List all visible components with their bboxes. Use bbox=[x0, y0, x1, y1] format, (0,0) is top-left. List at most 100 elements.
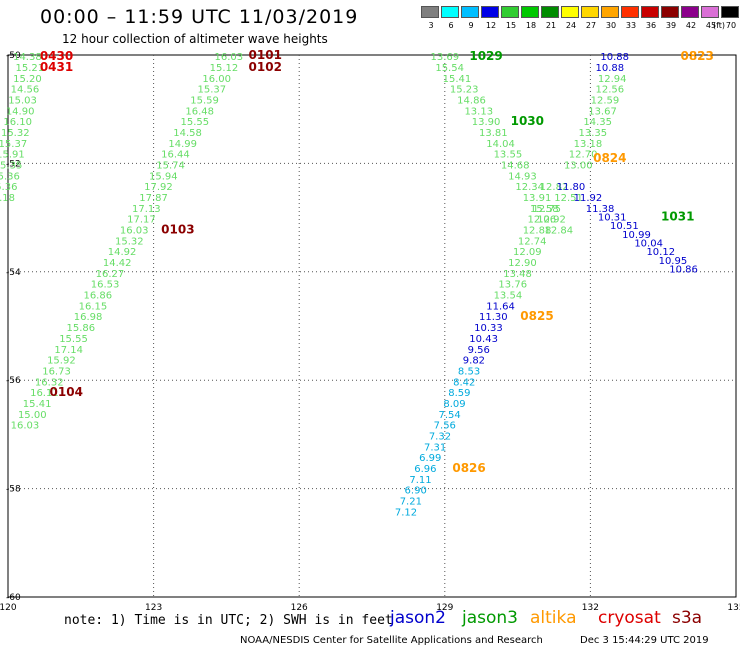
scale-swatch bbox=[661, 6, 679, 18]
wave-height-label: 16.98 bbox=[74, 312, 103, 323]
wave-height-label: 12.94 bbox=[598, 74, 627, 85]
wave-height-label: 16.03 bbox=[120, 226, 149, 237]
wave-height-label: 13.90 bbox=[472, 117, 501, 128]
scale-label: 3 bbox=[428, 21, 434, 30]
scale-label: 33 bbox=[625, 21, 637, 30]
wave-height-label: 12.88 bbox=[523, 226, 552, 237]
wave-height-label: 13.13 bbox=[464, 106, 493, 117]
lat-tick-label: -56 bbox=[6, 376, 21, 386]
wave-height-label: 16.86 bbox=[83, 291, 112, 302]
wave-height-label: 7.54 bbox=[439, 410, 461, 421]
wave-height-label: 16.48 bbox=[185, 106, 214, 117]
wave-height-label: 15.12 bbox=[210, 63, 239, 74]
wave-height-label: 15.21 bbox=[16, 63, 45, 74]
wave-height-label: 17.92 bbox=[144, 182, 173, 193]
map-subtitle: 12 hour collection of altimeter wave hei… bbox=[62, 32, 328, 46]
scale-swatch bbox=[621, 6, 639, 18]
scale-swatch bbox=[521, 6, 539, 18]
wave-height-label: 16.00 bbox=[202, 74, 231, 85]
legend-jason3: jason3 bbox=[462, 608, 518, 628]
scale-entry: 30 bbox=[601, 6, 621, 30]
wave-height-label: 15.41 bbox=[443, 74, 472, 85]
wave-height-label: 15.37 bbox=[198, 85, 227, 96]
map-title: 00:00 – 11:59 UTC 11/03/2019 bbox=[40, 6, 359, 28]
wave-height-label: 15.92 bbox=[47, 356, 76, 367]
scale-entry: 18 bbox=[521, 6, 541, 30]
wave-height-label: 15.86 bbox=[66, 323, 95, 334]
scale-entry: 9 bbox=[461, 6, 481, 30]
wave-height-label: 15.35 bbox=[0, 160, 22, 171]
scale-label: 6 bbox=[448, 21, 454, 30]
wave-height-label: 12.92 bbox=[537, 215, 566, 226]
scale-label: 9 bbox=[468, 21, 474, 30]
scale-entry: 24 bbox=[561, 6, 581, 30]
scale-swatch bbox=[541, 6, 559, 18]
wave-height-label: 7.32 bbox=[429, 431, 451, 442]
wave-height-label: 6.90 bbox=[405, 486, 427, 497]
wave-height-label: 15.20 bbox=[13, 74, 42, 85]
wave-height-label: 12.51 bbox=[554, 193, 583, 204]
wave-height-label: 8.42 bbox=[453, 377, 475, 388]
wave-height-label: 16.44 bbox=[161, 150, 190, 161]
scale-label: 30 bbox=[605, 21, 617, 30]
wave-height-label: 13.91 bbox=[523, 193, 552, 204]
wave-height-label: 10.88 bbox=[595, 63, 624, 74]
wave-height-label: 17.14 bbox=[54, 345, 83, 356]
pass-time-label: 1030 bbox=[511, 114, 544, 128]
wave-height-label: 13.35 bbox=[579, 128, 608, 139]
scale-label: 12 bbox=[485, 21, 497, 30]
wave-height-label: 16.73 bbox=[42, 366, 71, 377]
scale-entry: 12 bbox=[481, 6, 501, 30]
scale-entry: 15 bbox=[501, 6, 521, 30]
wave-height-label: 11.30 bbox=[479, 312, 508, 323]
wave-height-label: 9.56 bbox=[468, 345, 490, 356]
scale-swatch bbox=[721, 6, 739, 18]
wave-height-label: 14.92 bbox=[108, 247, 137, 258]
scale-swatch bbox=[641, 6, 659, 18]
wave-height-label: 15.94 bbox=[149, 171, 178, 182]
scale-entry: 70 bbox=[721, 6, 740, 30]
scale-label: 15 bbox=[505, 21, 517, 30]
wave-height-label: 15.74 bbox=[156, 160, 185, 171]
wave-height-label: 16.11 bbox=[30, 388, 59, 399]
scale-swatch bbox=[421, 6, 439, 18]
scale-label: 21 bbox=[545, 21, 557, 30]
wave-height-color-scale: 3 6 9 12 15 18 21 24 27 30 33 36 39 42 45 70 bbox=[421, 6, 740, 30]
wave-height-label: 14.86 bbox=[457, 95, 486, 106]
wave-height-label: 14.04 bbox=[486, 139, 515, 150]
wave-height-label: 12.75 bbox=[532, 204, 561, 215]
wave-height-label: 10.86 bbox=[669, 265, 698, 276]
wave-height-label: 15.18 bbox=[0, 193, 15, 204]
pass-time-label: 1029 bbox=[469, 49, 502, 63]
wave-height-label: 7.31 bbox=[424, 442, 446, 453]
scale-swatch bbox=[461, 6, 479, 18]
wave-height-label: 7.56 bbox=[434, 421, 456, 432]
scale-entry: 3 bbox=[421, 6, 441, 30]
map-frame bbox=[7, 54, 737, 598]
scale-label: 24 bbox=[565, 21, 577, 30]
wave-height-label: 16.53 bbox=[91, 280, 120, 291]
wave-height-label: 12.70 bbox=[569, 150, 598, 161]
wave-height-label: 10.51 bbox=[610, 221, 639, 232]
wave-height-label: 15.36 bbox=[0, 182, 17, 193]
scale-entry: 21 bbox=[541, 6, 561, 30]
lon-tick-label: 126 bbox=[291, 603, 308, 613]
pass-time-label: 0826 bbox=[452, 461, 485, 475]
wave-height-label: 15.36 bbox=[0, 171, 20, 182]
footer-note: note: 1) Time is in UTC; 2) SWH is in fe… bbox=[64, 613, 393, 628]
wave-height-label: 14.38 bbox=[13, 52, 42, 63]
scale-entry: 36 bbox=[641, 6, 661, 30]
wave-height-label: 14.58 bbox=[173, 128, 202, 139]
wave-height-label: 10.43 bbox=[469, 334, 498, 345]
pass-time-label: 0104 bbox=[50, 385, 83, 399]
wave-height-label: 11.80 bbox=[557, 182, 586, 193]
wave-height-label: 14.42 bbox=[103, 258, 132, 269]
wave-height-label: 13.54 bbox=[494, 291, 523, 302]
pass-time-label: 0823 bbox=[680, 49, 713, 63]
wave-height-label: 15.59 bbox=[190, 95, 219, 106]
wave-height-label: 15.23 bbox=[450, 85, 479, 96]
lon-tick-label: 123 bbox=[145, 603, 162, 613]
wave-height-label: 12.59 bbox=[591, 95, 620, 106]
scale-entry: 45 bbox=[701, 6, 721, 30]
